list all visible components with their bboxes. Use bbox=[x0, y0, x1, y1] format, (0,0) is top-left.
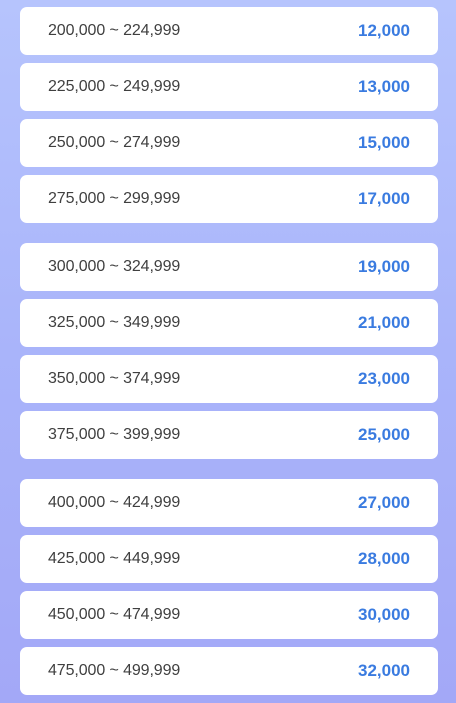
price-group: 400,000 ~ 424,999 27,000 425,000 ~ 449,9… bbox=[20, 479, 438, 703]
range-label: 275,000 ~ 299,999 bbox=[48, 190, 181, 207]
amount-value: 15,000 bbox=[358, 133, 410, 152]
amount-value: 30,000 bbox=[358, 605, 410, 624]
range-label: 375,000 ~ 399,999 bbox=[48, 426, 181, 443]
range-label: 475,000 ~ 499,999 bbox=[48, 662, 181, 679]
amount-value: 12,000 bbox=[358, 21, 410, 40]
price-row: 475,000 ~ 499,999 32,000 bbox=[20, 647, 438, 695]
range-label: 350,000 ~ 374,999 bbox=[48, 370, 181, 387]
price-group: 200,000 ~ 224,999 12,000 225,000 ~ 249,9… bbox=[20, 7, 438, 231]
amount-value: 28,000 bbox=[358, 549, 410, 568]
amount-value: 27,000 bbox=[358, 493, 410, 512]
price-row: 325,000 ~ 349,999 21,000 bbox=[20, 299, 438, 347]
price-row: 275,000 ~ 299,999 17,000 bbox=[20, 175, 438, 223]
price-row: 400,000 ~ 424,999 27,000 bbox=[20, 479, 438, 527]
amount-value: 21,000 bbox=[358, 313, 410, 332]
amount-value: 19,000 bbox=[358, 257, 410, 276]
amount-value: 25,000 bbox=[358, 425, 410, 444]
range-label: 250,000 ~ 274,999 bbox=[48, 134, 181, 151]
price-row: 300,000 ~ 324,999 19,000 bbox=[20, 243, 438, 291]
range-label: 200,000 ~ 224,999 bbox=[48, 22, 181, 39]
range-label: 425,000 ~ 449,999 bbox=[48, 550, 181, 567]
amount-value: 17,000 bbox=[358, 189, 410, 208]
range-label: 400,000 ~ 424,999 bbox=[48, 494, 181, 511]
price-row: 425,000 ~ 449,999 28,000 bbox=[20, 535, 438, 583]
price-row: 450,000 ~ 474,999 30,000 bbox=[20, 591, 438, 639]
price-row: 200,000 ~ 224,999 12,000 bbox=[20, 7, 438, 55]
range-label: 325,000 ~ 349,999 bbox=[48, 314, 181, 331]
price-row: 350,000 ~ 374,999 23,000 bbox=[20, 355, 438, 403]
range-label: 450,000 ~ 474,999 bbox=[48, 606, 181, 623]
price-row: 250,000 ~ 274,999 15,000 bbox=[20, 119, 438, 167]
range-label: 300,000 ~ 324,999 bbox=[48, 258, 181, 275]
amount-value: 23,000 bbox=[358, 369, 410, 388]
price-row: 375,000 ~ 399,999 25,000 bbox=[20, 411, 438, 459]
price-row: 225,000 ~ 249,999 13,000 bbox=[20, 63, 438, 111]
amount-value: 32,000 bbox=[358, 661, 410, 680]
range-label: 225,000 ~ 249,999 bbox=[48, 78, 181, 95]
price-group: 300,000 ~ 324,999 19,000 325,000 ~ 349,9… bbox=[20, 243, 438, 467]
amount-value: 13,000 bbox=[358, 77, 410, 96]
